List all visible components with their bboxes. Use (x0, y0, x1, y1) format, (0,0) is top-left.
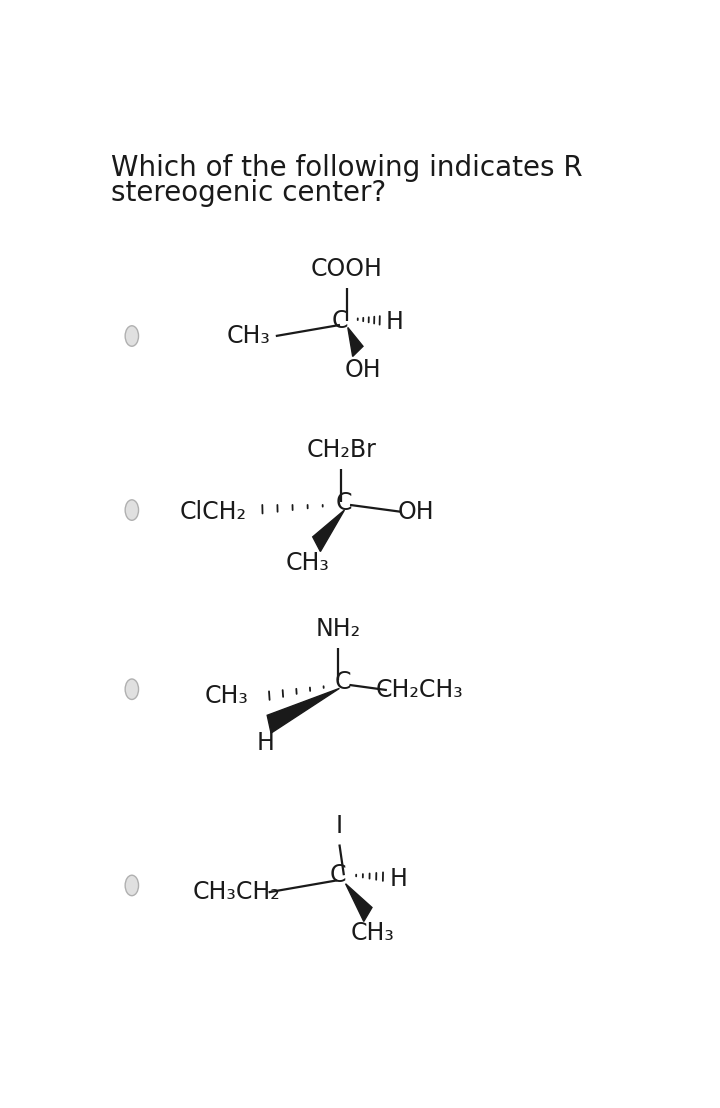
Text: Which of the following indicates R: Which of the following indicates R (111, 154, 582, 183)
Circle shape (125, 326, 138, 346)
Text: H: H (390, 866, 408, 891)
Polygon shape (312, 510, 344, 552)
Text: CH₃: CH₃ (286, 551, 330, 575)
Text: COOH: COOH (311, 257, 382, 281)
Text: ClCH₂: ClCH₂ (179, 500, 246, 524)
Text: CH₃: CH₃ (351, 921, 395, 945)
Text: H: H (385, 310, 403, 335)
Text: CH₃CH₂: CH₃CH₂ (192, 880, 280, 904)
Polygon shape (267, 688, 339, 733)
Text: OH: OH (398, 500, 435, 524)
Text: NH₂: NH₂ (316, 617, 361, 642)
Text: CH₃: CH₃ (227, 324, 271, 348)
Text: CH₃: CH₃ (204, 684, 248, 708)
Text: C: C (332, 309, 348, 332)
Circle shape (125, 679, 138, 699)
Polygon shape (346, 884, 372, 922)
Circle shape (125, 500, 138, 521)
Text: I: I (336, 813, 343, 838)
Text: C: C (330, 863, 346, 888)
Text: CH₂Br: CH₂Br (306, 439, 376, 462)
Text: CH₂CH₃: CH₂CH₃ (375, 678, 463, 702)
Text: OH: OH (345, 358, 382, 382)
Text: C: C (335, 669, 351, 694)
Text: H: H (257, 731, 275, 755)
Text: stereogenic center?: stereogenic center? (111, 179, 387, 207)
Circle shape (125, 875, 138, 895)
Polygon shape (348, 328, 363, 357)
Text: C: C (336, 491, 352, 515)
